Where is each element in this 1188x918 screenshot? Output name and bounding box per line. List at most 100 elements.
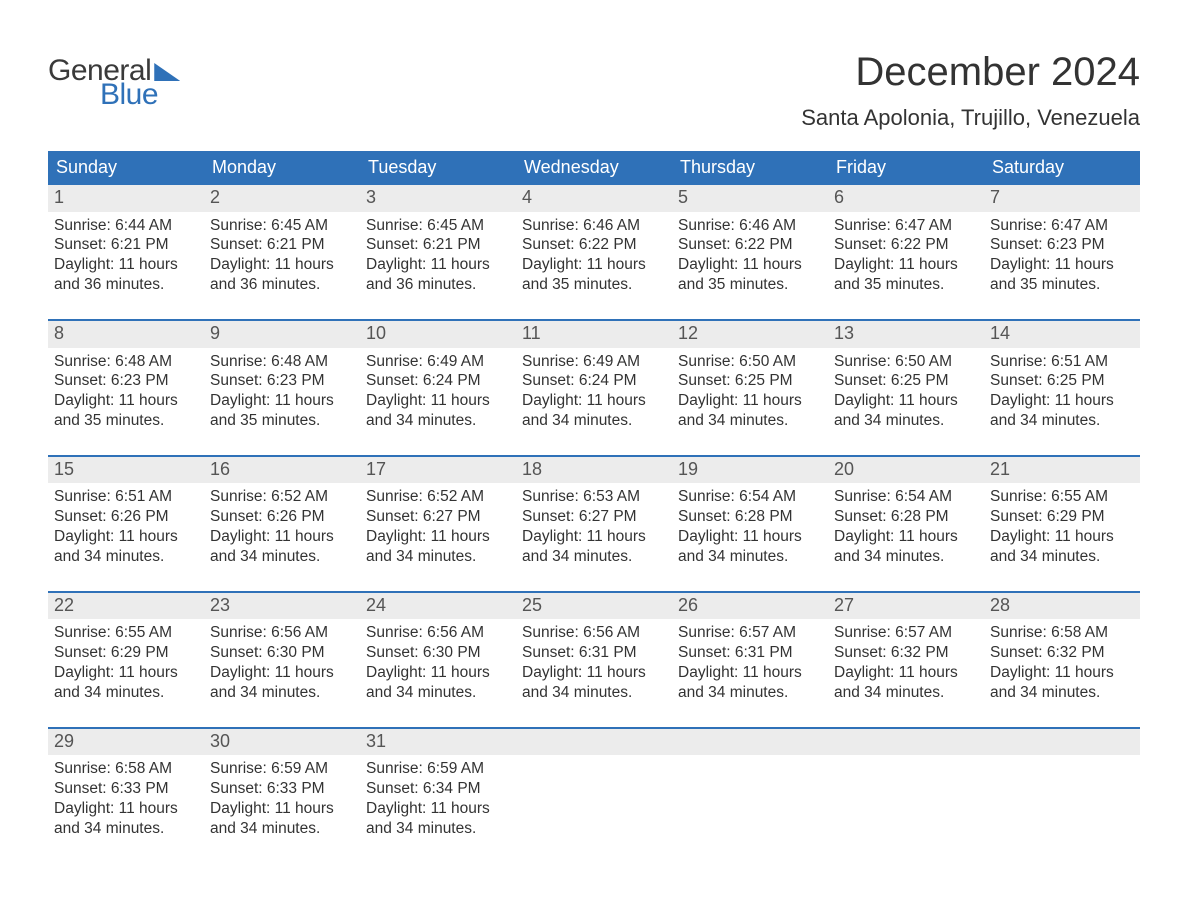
sunrise-line: Sunrise: 6:51 AM: [990, 352, 1134, 372]
day-cell: 21Sunrise: 6:55 AMSunset: 6:29 PMDayligh…: [984, 457, 1140, 567]
day-body: Sunrise: 6:56 AMSunset: 6:31 PMDaylight:…: [516, 619, 672, 702]
daylight-line: Daylight: 11 hours and 35 minutes.: [990, 255, 1134, 295]
day-number: 18: [516, 457, 672, 484]
day-cell: 30Sunrise: 6:59 AMSunset: 6:33 PMDayligh…: [204, 729, 360, 839]
sunrise-line: Sunrise: 6:54 AM: [834, 487, 978, 507]
logo-word-blue: Blue: [100, 80, 180, 110]
day-body: Sunrise: 6:48 AMSunset: 6:23 PMDaylight:…: [204, 348, 360, 431]
daylight-line: Daylight: 11 hours and 34 minutes.: [678, 391, 822, 431]
sunset-line: Sunset: 6:24 PM: [366, 371, 510, 391]
day-cell: 8Sunrise: 6:48 AMSunset: 6:23 PMDaylight…: [48, 321, 204, 431]
daylight-line: Daylight: 11 hours and 34 minutes.: [678, 527, 822, 567]
sunset-line: Sunset: 6:25 PM: [834, 371, 978, 391]
daylight-line: Daylight: 11 hours and 34 minutes.: [990, 391, 1134, 431]
daylight-line: Daylight: 11 hours and 34 minutes.: [678, 663, 822, 703]
day-body: Sunrise: 6:51 AMSunset: 6:26 PMDaylight:…: [48, 483, 204, 566]
week-row: 22Sunrise: 6:55 AMSunset: 6:29 PMDayligh…: [48, 591, 1140, 703]
sunrise-line: Sunrise: 6:49 AM: [366, 352, 510, 372]
sunset-line: Sunset: 6:34 PM: [366, 779, 510, 799]
sunset-line: Sunset: 6:23 PM: [54, 371, 198, 391]
day-number: 12: [672, 321, 828, 348]
day-body: Sunrise: 6:55 AMSunset: 6:29 PMDaylight:…: [984, 483, 1140, 566]
day-cell: 1Sunrise: 6:44 AMSunset: 6:21 PMDaylight…: [48, 185, 204, 295]
day-body: Sunrise: 6:50 AMSunset: 6:25 PMDaylight:…: [828, 348, 984, 431]
page-title: December 2024: [801, 50, 1140, 95]
day-body: Sunrise: 6:49 AMSunset: 6:24 PMDaylight:…: [360, 348, 516, 431]
dow-thursday: Thursday: [672, 151, 828, 185]
sunset-line: Sunset: 6:21 PM: [54, 235, 198, 255]
sunrise-line: Sunrise: 6:48 AM: [54, 352, 198, 372]
daylight-line: Daylight: 11 hours and 34 minutes.: [210, 799, 354, 839]
day-cell: 13Sunrise: 6:50 AMSunset: 6:25 PMDayligh…: [828, 321, 984, 431]
day-cell: 29Sunrise: 6:58 AMSunset: 6:33 PMDayligh…: [48, 729, 204, 839]
day-cell: 4Sunrise: 6:46 AMSunset: 6:22 PMDaylight…: [516, 185, 672, 295]
day-cell: 16Sunrise: 6:52 AMSunset: 6:26 PMDayligh…: [204, 457, 360, 567]
day-cell: 24Sunrise: 6:56 AMSunset: 6:30 PMDayligh…: [360, 593, 516, 703]
daylight-line: Daylight: 11 hours and 34 minutes.: [366, 391, 510, 431]
day-body: Sunrise: 6:47 AMSunset: 6:23 PMDaylight:…: [984, 212, 1140, 295]
daylight-line: Daylight: 11 hours and 36 minutes.: [366, 255, 510, 295]
day-number-empty: [516, 729, 672, 756]
daylight-line: Daylight: 11 hours and 34 minutes.: [54, 799, 198, 839]
dow-wednesday: Wednesday: [516, 151, 672, 185]
day-body: Sunrise: 6:57 AMSunset: 6:32 PMDaylight:…: [828, 619, 984, 702]
day-cell: 17Sunrise: 6:52 AMSunset: 6:27 PMDayligh…: [360, 457, 516, 567]
day-body: Sunrise: 6:47 AMSunset: 6:22 PMDaylight:…: [828, 212, 984, 295]
day-cell: 2Sunrise: 6:45 AMSunset: 6:21 PMDaylight…: [204, 185, 360, 295]
sunset-line: Sunset: 6:28 PM: [834, 507, 978, 527]
day-number-empty: [984, 729, 1140, 756]
sunrise-line: Sunrise: 6:55 AM: [54, 623, 198, 643]
title-block: December 2024 Santa Apolonia, Trujillo, …: [801, 50, 1140, 145]
sunset-line: Sunset: 6:33 PM: [210, 779, 354, 799]
sunset-line: Sunset: 6:30 PM: [210, 643, 354, 663]
sunset-line: Sunset: 6:31 PM: [522, 643, 666, 663]
sunrise-line: Sunrise: 6:49 AM: [522, 352, 666, 372]
sunrise-line: Sunrise: 6:44 AM: [54, 216, 198, 236]
day-body: Sunrise: 6:52 AMSunset: 6:27 PMDaylight:…: [360, 483, 516, 566]
day-cell: 14Sunrise: 6:51 AMSunset: 6:25 PMDayligh…: [984, 321, 1140, 431]
day-number: 27: [828, 593, 984, 620]
sunrise-line: Sunrise: 6:47 AM: [834, 216, 978, 236]
day-number: 8: [48, 321, 204, 348]
day-cell: [828, 729, 984, 839]
day-number: 25: [516, 593, 672, 620]
day-number: 4: [516, 185, 672, 212]
sunset-line: Sunset: 6:22 PM: [834, 235, 978, 255]
day-number: 6: [828, 185, 984, 212]
sunrise-line: Sunrise: 6:50 AM: [834, 352, 978, 372]
sunrise-line: Sunrise: 6:48 AM: [210, 352, 354, 372]
day-cell: 5Sunrise: 6:46 AMSunset: 6:22 PMDaylight…: [672, 185, 828, 295]
daylight-line: Daylight: 11 hours and 34 minutes.: [990, 527, 1134, 567]
sunset-line: Sunset: 6:33 PM: [54, 779, 198, 799]
day-body: Sunrise: 6:59 AMSunset: 6:33 PMDaylight:…: [204, 755, 360, 838]
day-number: 9: [204, 321, 360, 348]
sunset-line: Sunset: 6:32 PM: [990, 643, 1134, 663]
day-number: 15: [48, 457, 204, 484]
day-number-empty: [672, 729, 828, 756]
day-of-week-header: Sunday Monday Tuesday Wednesday Thursday…: [48, 151, 1140, 185]
daylight-line: Daylight: 11 hours and 34 minutes.: [366, 799, 510, 839]
daylight-line: Daylight: 11 hours and 36 minutes.: [54, 255, 198, 295]
daylight-line: Daylight: 11 hours and 34 minutes.: [522, 527, 666, 567]
day-body: Sunrise: 6:59 AMSunset: 6:34 PMDaylight:…: [360, 755, 516, 838]
day-body: Sunrise: 6:46 AMSunset: 6:22 PMDaylight:…: [516, 212, 672, 295]
header: General Blue December 2024 Santa Apoloni…: [48, 50, 1140, 145]
week-row: 8Sunrise: 6:48 AMSunset: 6:23 PMDaylight…: [48, 319, 1140, 431]
day-cell: [984, 729, 1140, 839]
day-number: 17: [360, 457, 516, 484]
daylight-line: Daylight: 11 hours and 34 minutes.: [522, 663, 666, 703]
sunrise-line: Sunrise: 6:56 AM: [210, 623, 354, 643]
day-body: Sunrise: 6:53 AMSunset: 6:27 PMDaylight:…: [516, 483, 672, 566]
day-body: Sunrise: 6:46 AMSunset: 6:22 PMDaylight:…: [672, 212, 828, 295]
day-cell: 12Sunrise: 6:50 AMSunset: 6:25 PMDayligh…: [672, 321, 828, 431]
day-cell: 9Sunrise: 6:48 AMSunset: 6:23 PMDaylight…: [204, 321, 360, 431]
sunrise-line: Sunrise: 6:55 AM: [990, 487, 1134, 507]
day-number: 13: [828, 321, 984, 348]
day-cell: 11Sunrise: 6:49 AMSunset: 6:24 PMDayligh…: [516, 321, 672, 431]
day-number: 21: [984, 457, 1140, 484]
sunset-line: Sunset: 6:26 PM: [54, 507, 198, 527]
dow-tuesday: Tuesday: [360, 151, 516, 185]
sunrise-line: Sunrise: 6:45 AM: [210, 216, 354, 236]
day-cell: 22Sunrise: 6:55 AMSunset: 6:29 PMDayligh…: [48, 593, 204, 703]
week-row: 1Sunrise: 6:44 AMSunset: 6:21 PMDaylight…: [48, 185, 1140, 295]
